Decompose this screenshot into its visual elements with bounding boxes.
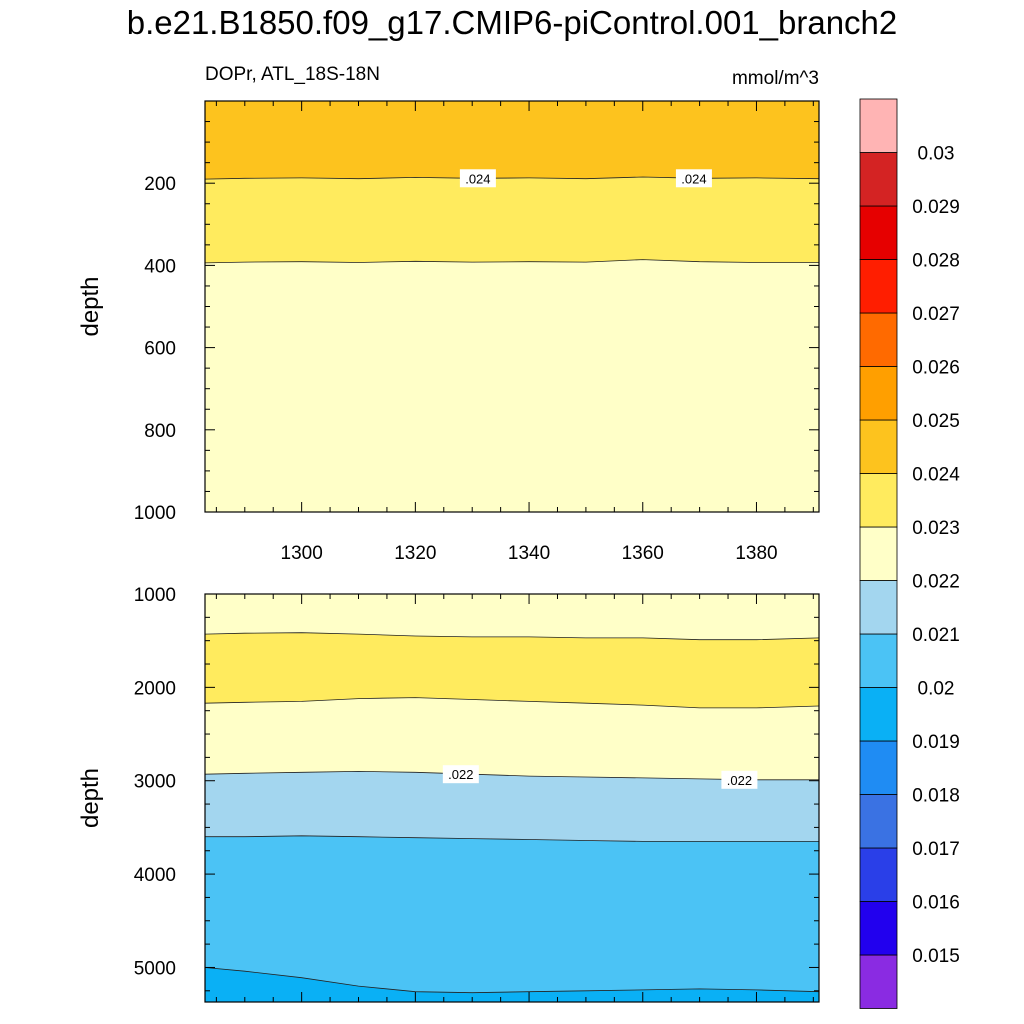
colorbar-label: 0.026 [912,358,960,379]
contour-fill-band [205,967,819,1002]
contour-label: .024 [681,171,706,186]
contour-fill-band [205,177,819,263]
y-tick-label: 2000 [134,678,176,699]
colorbar-label: 0.024 [912,465,960,486]
y-tick-label: 1000 [134,585,176,606]
y-axis-label: depth [77,276,104,336]
y-tick-label: 400 [144,256,176,277]
plot-title: b.e21.B1850.f09_g17.CMIP6-piControl.001_… [126,4,898,41]
colorbar-box [859,259,898,314]
contour-line [204,967,820,994]
colorbar-box [859,152,898,207]
contour-label-bg [675,169,712,188]
x-tick-label: 1320 [394,543,436,564]
variable-region-label: DOPr, ATL_18S-18N [205,64,380,85]
contour-label-bg [442,765,479,784]
contour-label-bg [721,770,758,789]
colorbar-box [859,98,898,153]
x-tick-label: 1380 [735,543,777,564]
colorbar-label: 0.016 [912,893,960,914]
y-tick-label: 4000 [134,865,176,886]
y-tick-label: 5000 [134,958,176,979]
panel-upper: .024 .024 1300 1320 1340 1360 1380 200 400 600 800… [77,100,820,564]
contour-fill-band [205,594,819,640]
colorbar-box [859,580,898,635]
colorbar-label: 0.018 [912,786,960,807]
colorbar-label: 0.017 [912,839,960,860]
contour-label: .024 [465,171,490,186]
contour-line [205,835,819,842]
colorbar-box [859,954,898,1009]
contour-fill-band [205,697,819,780]
colorbar-box [859,847,898,902]
colorbar-label: 0.021 [912,625,960,646]
colorbar-box [859,205,898,260]
y-tick-label: 1000 [134,503,176,524]
contour-fill-band [205,259,819,512]
units-label: mmol/m^3 [731,68,819,89]
colorbar-label: 0.03 [918,144,955,165]
y-tick-label: 200 [144,174,176,195]
colorbar-label: 0.023 [912,518,960,539]
contour-line [204,632,820,641]
y-tick-label: 3000 [134,772,176,793]
colorbar-box [859,633,898,688]
y-tick-label: 600 [144,339,176,360]
colorbar-box [859,312,898,367]
x-tick-label: 1360 [622,543,664,564]
x-tick-label: 1300 [281,543,323,564]
contour-fill-band [205,835,819,993]
colorbar-label: 0.019 [912,732,960,753]
contour-fill-band [205,632,819,708]
colorbar-box [859,419,898,474]
colorbar-label: 0.022 [912,572,960,593]
colorbar-box [859,687,898,742]
panel-lower: .022 .022 1000 2000 3000 4000 5000 depth [77,585,820,1003]
contour-fill-band [205,101,819,180]
contour-line [204,770,819,781]
colorbar-box [859,901,898,956]
contour-label: .022 [448,767,473,782]
colorbar-box [859,366,898,421]
colorbar: 0.015 0.016 0.017 0.018 0.019 0.02 0.021 0.022 0… [859,98,960,1009]
colorbar-label: 0.025 [912,411,960,432]
colorbar-label: 0.029 [912,197,960,218]
colorbar-box [859,473,898,528]
contour-line [204,259,819,264]
plot-frame [204,593,820,1003]
contour-fill-band [205,771,819,842]
colorbar-label: 0.027 [912,304,960,325]
colorbar-label: 0.02 [918,679,955,700]
x-tick-label: 1340 [508,543,550,564]
contour-label-bg [459,169,496,188]
y-axis-label: depth [77,768,104,828]
colorbar-box [859,740,898,795]
colorbar-box [859,794,898,849]
colorbar-box [859,526,898,581]
colorbar-label: 0.028 [912,251,960,272]
y-tick-label: 800 [144,421,176,442]
colorbar-label: 0.015 [912,946,960,967]
contour-line [204,697,820,709]
contour-label: .022 [727,773,752,788]
